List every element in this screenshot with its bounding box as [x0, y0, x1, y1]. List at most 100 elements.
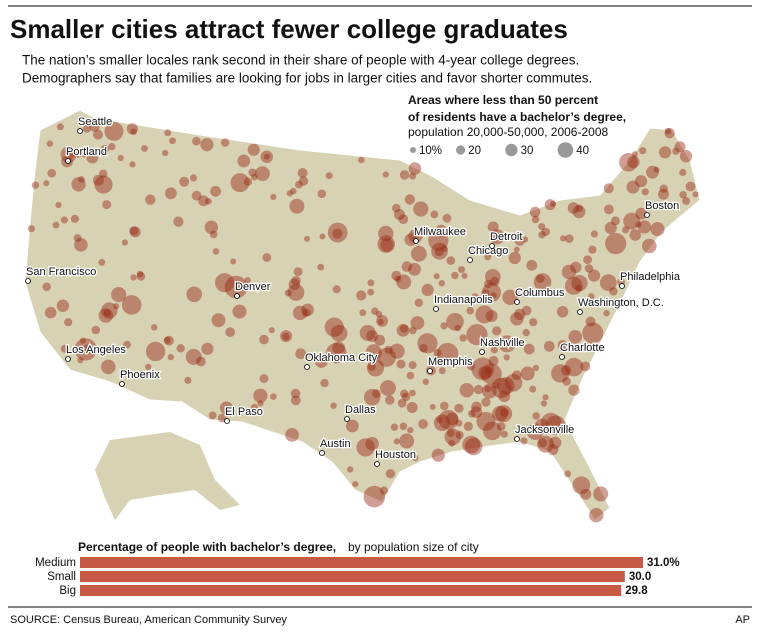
bubble	[682, 196, 691, 205]
bubble	[389, 343, 405, 359]
bubble	[421, 283, 434, 296]
bubble	[529, 318, 538, 327]
bubble	[363, 388, 381, 406]
city-label: Houston	[375, 449, 416, 461]
bubble	[550, 200, 556, 207]
bubble	[631, 151, 638, 158]
bubble	[533, 273, 552, 291]
bubble	[582, 322, 604, 344]
bubble	[46, 140, 54, 147]
bubble	[378, 225, 394, 242]
bubble	[232, 304, 247, 319]
bubble	[297, 168, 308, 178]
city-dot	[644, 212, 650, 218]
bubble	[434, 247, 444, 257]
bubble	[404, 194, 416, 205]
bubble	[564, 277, 583, 295]
bubble	[291, 276, 301, 286]
bubble	[438, 367, 446, 375]
bubble	[250, 403, 259, 411]
bubble	[225, 327, 236, 337]
bar-value: 31.0%	[647, 557, 680, 569]
bar-label: Big	[59, 585, 76, 597]
city-dot	[433, 306, 439, 312]
bubble	[325, 172, 333, 180]
legend-label: 20	[468, 145, 481, 157]
bubble	[243, 177, 253, 186]
city-label: Washington, D.C.	[578, 297, 664, 309]
bubble	[401, 261, 413, 272]
bubble	[535, 418, 549, 433]
bubble	[263, 153, 270, 160]
bubble	[399, 422, 408, 431]
city-label: Memphis	[428, 356, 473, 368]
bubble	[251, 173, 258, 181]
bubble	[371, 307, 379, 315]
bubble	[659, 146, 672, 159]
bubble	[401, 392, 411, 402]
bubble	[377, 318, 384, 325]
city-label: Jacksonville	[515, 424, 574, 436]
bubble	[399, 170, 410, 180]
bubble	[332, 341, 346, 355]
bubble	[286, 190, 293, 197]
bubble	[244, 277, 251, 284]
bubble	[290, 395, 301, 406]
city-label: Nashville	[480, 337, 525, 349]
bubble	[442, 213, 452, 223]
city-label: Oklahoma City	[305, 352, 378, 364]
bubble	[462, 435, 481, 454]
legend-label: 30	[521, 145, 534, 157]
city-dot	[577, 309, 583, 315]
bubble	[561, 264, 577, 280]
bubble	[584, 264, 594, 273]
bubble	[493, 382, 500, 389]
bubble	[359, 324, 376, 341]
bubble	[70, 214, 79, 223]
bubble	[414, 298, 423, 307]
bubble	[557, 340, 568, 350]
bubble	[205, 198, 212, 205]
bubble	[484, 279, 493, 289]
bubble	[504, 373, 523, 392]
bubble	[492, 405, 508, 422]
bubble	[433, 348, 442, 357]
bubble	[284, 289, 292, 297]
bar	[80, 571, 625, 582]
bubble	[679, 191, 687, 199]
bubble	[409, 172, 416, 180]
bubble	[359, 309, 367, 317]
bubble	[514, 308, 526, 321]
bubble	[565, 234, 574, 243]
city-label: San Francisco	[26, 266, 96, 278]
bubble	[27, 225, 35, 233]
bubble	[31, 181, 40, 189]
bubble	[189, 174, 198, 182]
bubble	[473, 384, 484, 395]
bubble	[529, 385, 537, 393]
bubble	[604, 221, 617, 235]
city-label: Seattle	[78, 116, 112, 128]
bubble	[145, 341, 166, 362]
bubble	[167, 353, 174, 361]
bubble	[209, 230, 218, 239]
bubble	[619, 153, 638, 172]
bubble	[126, 123, 138, 135]
bubble	[564, 470, 572, 478]
bubble	[408, 229, 423, 244]
bubble	[270, 193, 277, 200]
bubble	[102, 200, 112, 210]
bubble	[481, 282, 501, 302]
city-label: Los Angeles	[66, 344, 126, 356]
bubble	[471, 293, 480, 302]
bubble	[186, 286, 202, 303]
city-dot	[514, 436, 520, 442]
bubble	[219, 401, 233, 415]
bubble	[639, 147, 647, 155]
bubble	[200, 138, 214, 152]
bar-value: 30.0	[629, 571, 651, 583]
bubble	[377, 235, 396, 253]
bubble	[412, 230, 420, 238]
bubble	[445, 412, 459, 426]
bubble	[471, 401, 482, 413]
